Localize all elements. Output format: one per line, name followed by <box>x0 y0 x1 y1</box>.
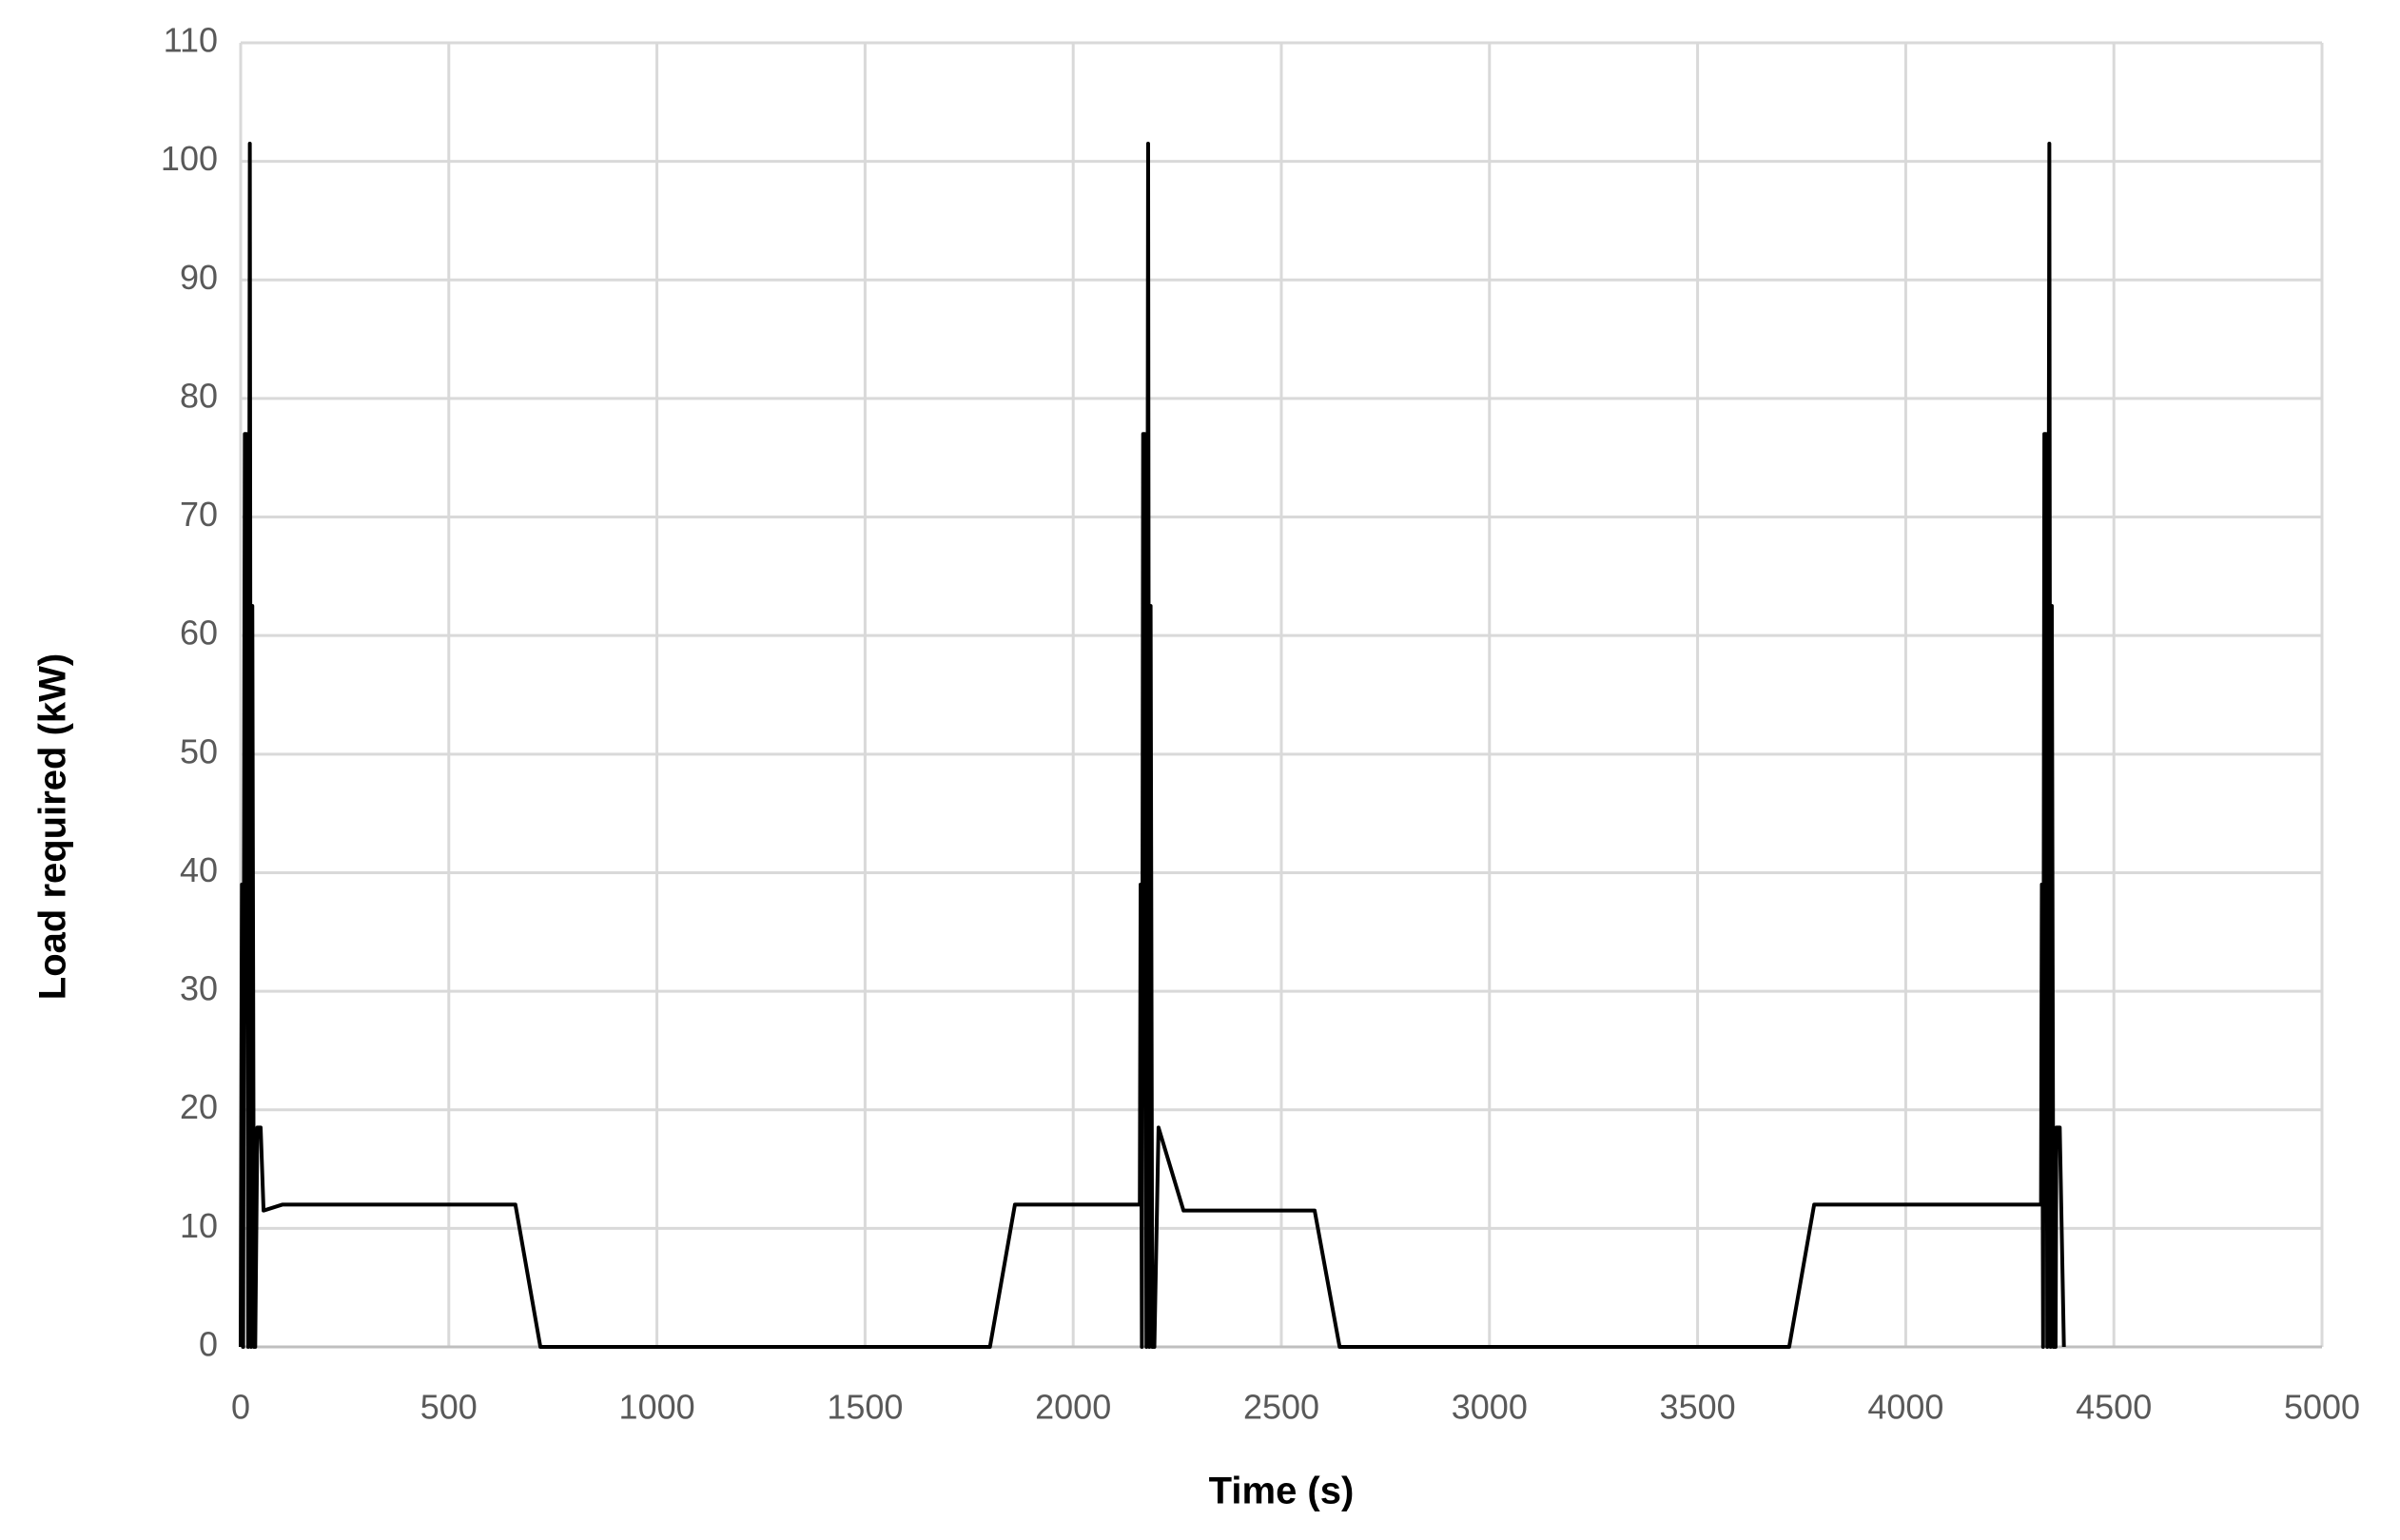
y-tick-label: 10 <box>180 1206 218 1245</box>
y-axis-title: Load required (kW) <box>32 653 74 1000</box>
y-tick-label: 60 <box>180 614 218 653</box>
x-tick-label: 0 <box>231 1388 250 1427</box>
y-tick-label: 50 <box>180 731 218 770</box>
x-tick-label: 1000 <box>619 1388 695 1427</box>
x-tick-label: 3500 <box>1660 1388 1736 1427</box>
x-tick-label: 4500 <box>2076 1388 2152 1427</box>
y-tick-label: 20 <box>180 1087 218 1126</box>
x-axis-title: Time (s) <box>1209 1471 1355 1512</box>
x-tick-label: 3000 <box>1452 1388 1528 1427</box>
x-tick-label: 4000 <box>1867 1388 1943 1427</box>
y-tick-label: 0 <box>199 1325 218 1364</box>
y-tick-label: 30 <box>180 969 218 1008</box>
y-tick-label: 110 <box>164 21 218 60</box>
x-tick-label: 2500 <box>1243 1388 1319 1427</box>
data-line <box>239 141 2066 1349</box>
y-tick-label: 90 <box>180 258 218 297</box>
y-tick-label: 80 <box>180 376 218 415</box>
x-tick-label: 500 <box>420 1388 478 1427</box>
x-tick-label: 1500 <box>827 1388 903 1427</box>
x-tick-label: 5000 <box>2284 1388 2360 1427</box>
y-tick-label: 40 <box>180 850 218 889</box>
x-tick-label: 2000 <box>1035 1388 1111 1427</box>
y-tick-label: 100 <box>161 139 218 178</box>
y-tick-label: 70 <box>180 495 218 534</box>
